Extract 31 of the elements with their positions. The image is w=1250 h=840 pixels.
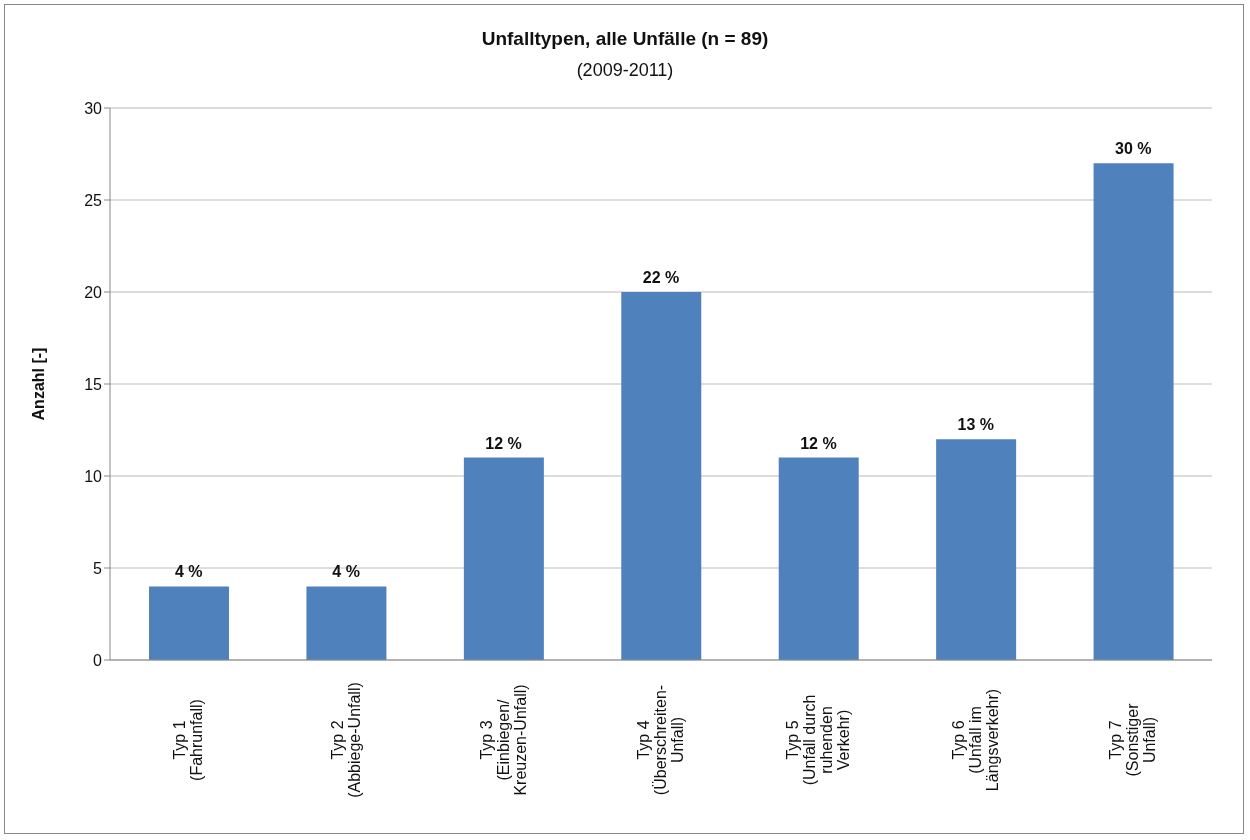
bar (936, 439, 1017, 660)
x-tick-label: Typ 1 (Fahrunfall) (171, 699, 206, 781)
y-tick-label: 15 (84, 375, 103, 393)
x-tick-label: Typ 7 (Sonstiger Unfall) (1107, 702, 1159, 777)
bar (149, 586, 229, 660)
y-tick-label: 0 (93, 651, 103, 669)
bar (463, 457, 544, 660)
y-tick-label: 20 (84, 283, 103, 301)
y-axis-title: Anzahl [-] (29, 347, 47, 421)
annotation: 4 % (174, 563, 203, 581)
annotation: 12 % (800, 434, 837, 452)
annotation: 13 % (957, 416, 995, 434)
annotation: 12 % (485, 434, 522, 452)
x-tick-label: Typ 4 (Überschreiten- Unfall) (635, 684, 686, 796)
x-tick-label: Typ 6 (Unfall im Längsverkehr) (949, 688, 1001, 792)
x-tick-label: Typ 3 (Einbiegen/ Kreuzen-Unfall) (477, 684, 529, 796)
x-tick-label: Typ 5 (Unfall durch ruhenden Verkehr) (783, 694, 852, 786)
y-tick-label: 10 (84, 467, 103, 485)
chart-title: Unfalltypen, alle Unfälle (n = 89) (480, 28, 770, 50)
y-tick-label: 5 (93, 559, 103, 577)
y-tick-label: 30 (84, 99, 103, 117)
x-tick-label: Typ 2 (Abbiege-Unfall) (328, 682, 363, 798)
annotation: 22 % (642, 269, 680, 286)
bar (621, 292, 702, 660)
y-tick-label: 25 (84, 191, 103, 209)
bar (1093, 163, 1174, 660)
annotation: 30 % (1115, 140, 1152, 158)
chart-subtitle: (2009-2011) (575, 60, 675, 81)
annotation: 4 % (332, 563, 360, 581)
bar (306, 586, 387, 660)
bar (778, 457, 859, 660)
